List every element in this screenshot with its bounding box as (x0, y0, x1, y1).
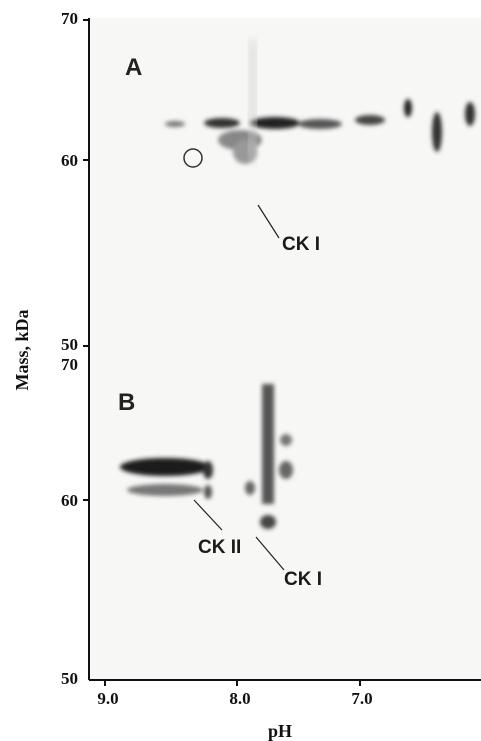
panel-label: B (118, 389, 135, 416)
x-tick-label: 7.0 (351, 689, 372, 708)
marker-circle (183, 148, 203, 168)
annotation-arrow (255, 536, 285, 571)
gel-a-smear (250, 40, 255, 160)
y-tick-label: 70 (61, 355, 78, 374)
annotation: CK II (198, 537, 241, 558)
annotation-arrow (193, 499, 223, 531)
y-tick-label: 70 (61, 9, 78, 28)
annotation-arrow (257, 204, 280, 239)
annotation: CK I (284, 569, 322, 590)
panel-label: A (125, 54, 142, 81)
y-tick-label: 50 (61, 669, 78, 688)
y-axis-title: Mass, kDa (12, 309, 32, 390)
x-axis-title: pH (268, 721, 292, 741)
y-tick-label: 60 (61, 491, 78, 510)
x-tick-label: 9.0 (97, 689, 118, 708)
x-tick-label: 8.0 (229, 689, 250, 708)
y-tick-label: 50 (61, 335, 78, 354)
gel-a-spots (165, 99, 475, 164)
y-tick-label: 60 (61, 151, 78, 170)
annotation: CK I (282, 234, 320, 255)
gel-b-spots (120, 384, 293, 529)
